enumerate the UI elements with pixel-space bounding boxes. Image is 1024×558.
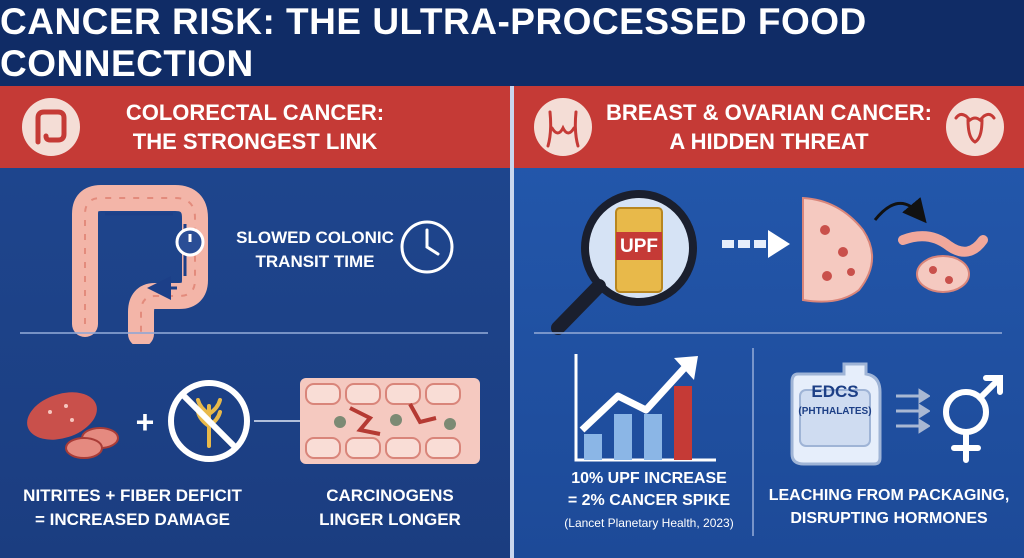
breast-ovary-illustration xyxy=(802,196,988,303)
gender-symbol-icon xyxy=(943,375,1003,463)
stat-text: 10% UPF INCREASE = 2% CANCER SPIKE xyxy=(554,468,744,512)
connector-line xyxy=(254,420,302,422)
edc-label: EDCs xyxy=(811,382,859,401)
nitrites-line: = INCREASED DAMAGE xyxy=(34,510,231,529)
magnifier-icon xyxy=(551,190,697,335)
heading-line: THE STRONGEST LINK xyxy=(132,129,378,154)
transit-text: SLOWED COLONIC TRANSIT TIME xyxy=(230,226,400,274)
panel-divider xyxy=(510,86,514,558)
intestine-icon xyxy=(22,98,80,156)
colorectal-banner: COLORECTAL CANCER: THE STRONGEST LINK xyxy=(0,86,510,168)
chemical-jug-icon xyxy=(790,362,882,466)
colon-illustration xyxy=(72,185,208,344)
nitrites-text: NITRITES + FIBER DEFICIT = INCREASED DAM… xyxy=(10,484,255,532)
carcinogens-line: LINGER LONGER xyxy=(319,510,461,529)
breast-ovarian-heading: BREAST & OVARIAN CANCER: A HIDDEN THREAT xyxy=(604,98,934,156)
sausage-icon xyxy=(27,392,119,459)
stat-line: = 2% CANCER SPIKE xyxy=(567,492,731,509)
column-divider xyxy=(752,348,754,536)
source-citation: (Lancet Planetary Health, 2023) xyxy=(564,516,734,530)
leaching-line: DISRUPTING HORMONES xyxy=(790,510,988,527)
heading-line: A HIDDEN THREAT xyxy=(669,129,869,154)
arrow-right-icon xyxy=(722,230,790,258)
emission-arrows-icon xyxy=(896,388,930,434)
uterus-icon xyxy=(946,98,1004,156)
title-bar: CANCER RISK: THE ULTRA-PROCESSED FOOD CO… xyxy=(0,0,1024,86)
breast-ovarian-panel: BREAST & OVARIAN CANCER: A HIDDEN THREAT… xyxy=(514,86,1024,558)
section-divider xyxy=(20,332,488,334)
transit-line: TRANSIT TIME xyxy=(255,252,375,271)
colorectal-panel: COLORECTAL CANCER: THE STRONGEST LINK SL… xyxy=(0,86,510,558)
leaching-text: LEACHING FROM PACKAGING, DISRUPTING HORM… xyxy=(758,484,1020,530)
edc-sublabel: (PHTHALATES) xyxy=(798,406,872,417)
carcinogens-line: CARCINOGENS xyxy=(326,486,454,505)
no-fiber-icon xyxy=(168,380,250,462)
page-title: CANCER RISK: THE ULTRA-PROCESSED FOOD CO… xyxy=(0,1,867,84)
torso-icon xyxy=(534,98,592,156)
colon-tissue-illustration xyxy=(300,378,480,464)
transit-line: SLOWED COLONIC xyxy=(236,228,394,247)
heading-line: COLORECTAL CANCER: xyxy=(125,100,385,125)
upf-label: UPF xyxy=(620,236,658,257)
stat-line: 10% UPF INCREASE xyxy=(571,470,727,487)
clock-icon xyxy=(400,220,454,274)
breast-ovarian-banner: BREAST & OVARIAN CANCER: A HIDDEN THREAT xyxy=(514,86,1024,168)
colorectal-heading: COLORECTAL CANCER: THE STRONGEST LINK xyxy=(90,98,420,156)
leaching-line: LEACHING FROM PACKAGING, xyxy=(768,487,1010,504)
nitrites-line: NITRITES + FIBER DEFICIT xyxy=(23,486,242,505)
section-divider xyxy=(534,332,1002,334)
carcinogens-text: CARCINOGENS LINGER LONGER xyxy=(300,484,480,532)
rising-chart-icon xyxy=(574,354,716,462)
heading-line: BREAST & OVARIAN CANCER: xyxy=(606,100,932,125)
plus-sign: + xyxy=(135,404,155,440)
